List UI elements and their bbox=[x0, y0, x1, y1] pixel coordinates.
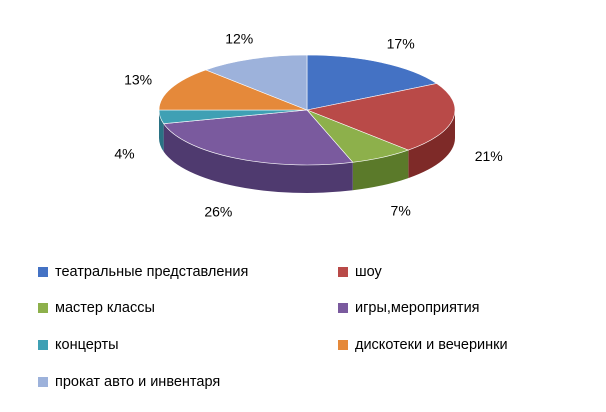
legend-label: игры,мероприятия bbox=[355, 300, 480, 316]
data-label: 13% bbox=[124, 71, 152, 87]
data-label: 26% bbox=[204, 203, 232, 219]
data-label: 12% bbox=[225, 30, 253, 46]
pie-tops bbox=[158, 54, 456, 166]
pie-slice bbox=[306, 54, 438, 111]
pie-chart: 17% 21% 7% 26% 4% 13% 12% bbox=[114, 30, 502, 219]
data-label: 4% bbox=[114, 146, 134, 162]
pie-slice bbox=[204, 54, 308, 111]
legend-swatch bbox=[38, 267, 48, 277]
pie-slice-side bbox=[408, 110, 455, 179]
legend-label: шоу bbox=[355, 264, 382, 280]
legend-swatch bbox=[38, 303, 48, 313]
data-label: 17% bbox=[387, 36, 415, 52]
pie-slice bbox=[305, 83, 456, 151]
chart-legend: театральные представления шоу мастер кла… bbox=[0, 258, 606, 408]
legend-item-games-events: игры,мероприятия bbox=[338, 298, 480, 318]
legend-item-concerts: концерты bbox=[38, 335, 119, 355]
legend-item-discos-parties: дискотеки и вечеринки bbox=[338, 335, 508, 355]
legend-label: театральные представления bbox=[55, 264, 249, 280]
pie-slice-side bbox=[163, 123, 353, 193]
legend-label: прокат авто и инвентаря bbox=[55, 374, 221, 390]
data-label: 7% bbox=[391, 202, 411, 218]
legend-swatch bbox=[338, 303, 348, 313]
legend-swatch bbox=[38, 377, 48, 387]
pie-sides bbox=[159, 110, 455, 193]
legend-item-theatrical: театральные представления bbox=[38, 262, 248, 282]
legend-swatch bbox=[338, 340, 348, 350]
legend-label: концерты bbox=[55, 337, 119, 353]
legend-swatch bbox=[38, 340, 48, 350]
legend-item-master-classes: мастер классы bbox=[38, 298, 155, 318]
data-label: 21% bbox=[475, 148, 503, 164]
legend-label: дискотеки и вечеринки bbox=[355, 337, 508, 353]
legend-label: мастер классы bbox=[55, 300, 155, 316]
pie-slice bbox=[158, 69, 308, 111]
pie-slice bbox=[163, 109, 354, 166]
pie-labels: 17% 21% 7% 26% 4% 13% 12% bbox=[114, 30, 502, 219]
legend-swatch bbox=[338, 267, 348, 277]
legend-item-show: шоу bbox=[338, 262, 382, 282]
pie-slice-side bbox=[159, 110, 164, 152]
legend-item-rental: прокат авто и инвентаря bbox=[38, 372, 220, 392]
pie-slice-side bbox=[352, 150, 409, 191]
